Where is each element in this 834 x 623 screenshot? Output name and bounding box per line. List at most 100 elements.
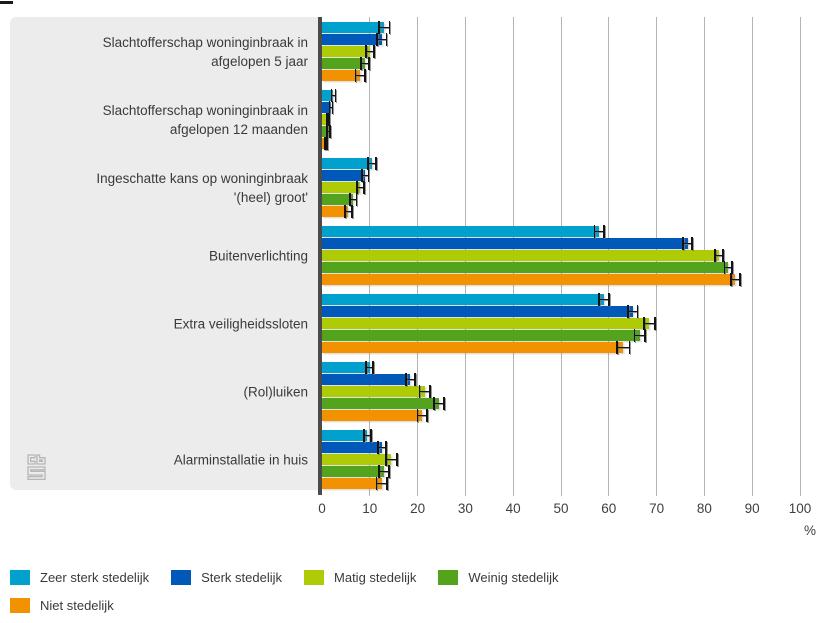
bar: [322, 170, 366, 181]
error-bar-cap-right: [395, 453, 398, 466]
error-bar: [354, 69, 366, 82]
bar: [322, 342, 624, 353]
error-bar-line: [375, 482, 388, 485]
bar: [322, 194, 354, 205]
error-bar-cap-right: [429, 385, 431, 398]
x-tick-label-40: 40: [505, 501, 521, 516]
error-bar-cap-right: [608, 293, 611, 306]
bar: [322, 330, 640, 341]
bar: [322, 158, 373, 169]
bar: [322, 318, 650, 329]
error-bar: [363, 429, 372, 442]
bar: [322, 274, 736, 285]
legend-row: Niet stedelijk: [10, 598, 824, 613]
legend-label: Niet stedelijk: [40, 598, 114, 613]
category-label: Slachtofferschap woninginbraak in afgelo…: [102, 34, 308, 69]
error-bar-line: [343, 210, 353, 213]
bar: [322, 206, 349, 217]
error-bar: [643, 317, 656, 330]
error-bar: [326, 125, 332, 138]
error-bar-cap-right: [355, 193, 358, 206]
x-tick-label-20: 20: [410, 501, 426, 516]
error-bar-line: [713, 254, 724, 257]
error-bar: [682, 237, 693, 250]
error-bar-cap-right: [691, 237, 693, 250]
bar: [322, 70, 361, 81]
error-bar: [713, 249, 724, 262]
legend-item: Zeer sterk stedelijk: [10, 570, 149, 585]
error-bar-cap-right: [636, 305, 639, 318]
bar: [322, 238, 688, 249]
error-bar: [324, 137, 329, 150]
error-bar-cap-right: [628, 341, 631, 354]
error-bar-cap-right: [329, 125, 332, 138]
bar: [322, 478, 382, 489]
error-bar-line: [377, 26, 391, 29]
error-bar: [597, 293, 611, 306]
category-label: (Rol)luiken: [243, 384, 308, 399]
error-bar-cap-right: [603, 225, 605, 238]
legend-row: Zeer sterk stedelijk Sterk stedelijk Matig…: [10, 570, 824, 585]
bar: [322, 442, 382, 453]
x-tick-label-60: 60: [601, 501, 617, 516]
error-bar-line: [433, 402, 445, 405]
bar: [322, 430, 368, 441]
error-bar-line: [354, 74, 366, 77]
legend-swatch: [10, 598, 30, 613]
bar: [322, 102, 332, 113]
x-tick-label-10: 10: [362, 501, 378, 516]
legend-item: Matig stedelijk: [304, 570, 416, 585]
bar: [322, 90, 334, 101]
bar: [322, 386, 425, 397]
error-bar-cap-right: [413, 373, 416, 386]
legend-label: Zeer sterk stedelijk: [40, 570, 150, 585]
error-bar: [325, 113, 330, 126]
error-bar-cap-right: [738, 273, 741, 286]
bar: [322, 182, 361, 193]
legend-swatch: [10, 570, 30, 585]
legend-swatch: [438, 570, 459, 585]
error-bar: [343, 205, 353, 218]
legend-item: Weinig stedelijk: [438, 570, 558, 585]
x-axis-unit-label: %: [803, 523, 816, 538]
legend-swatch: [171, 570, 192, 585]
error-bar-cap-right: [653, 317, 656, 330]
error-bar: [365, 45, 375, 58]
error-bar-line: [682, 242, 693, 245]
error-bar-line: [324, 142, 329, 145]
error-bar-cap-right: [388, 465, 390, 478]
error-bar-line: [418, 390, 431, 393]
error-bar-cap-right: [327, 113, 330, 126]
bar: [322, 466, 385, 477]
error-bar-cap-right: [372, 361, 375, 374]
error-bar-cap-right: [375, 157, 377, 170]
error-bar-line: [626, 310, 639, 313]
category-label: Buitenverlichting: [208, 248, 308, 263]
error-bar-cap-right: [350, 205, 353, 218]
bar: [322, 374, 411, 385]
category-label-panel: [10, 17, 318, 490]
x-tick-label-70: 70: [649, 501, 665, 516]
error-bar: [376, 33, 388, 46]
error-bar: [375, 477, 388, 490]
error-bar: [367, 157, 377, 170]
bar: [322, 262, 729, 273]
error-bar-line: [363, 434, 372, 437]
legend-item: Sterk stedelijk: [171, 570, 282, 585]
cbs-logo-icon: [27, 454, 46, 481]
error-bar: [376, 441, 387, 454]
error-bar-line: [376, 446, 387, 449]
bar: [322, 306, 633, 317]
legend: Zeer sterk stedelijk Sterk stedelijk Matig…: [10, 570, 824, 623]
error-bar: [365, 361, 375, 374]
bar: [322, 454, 392, 465]
error-bar-cap-right: [331, 101, 334, 114]
error-bar: [416, 409, 429, 422]
legend-label: Weinig stedelijk: [468, 570, 559, 585]
y-axis-line: [318, 17, 322, 495]
legend-swatch: [304, 570, 325, 585]
error-bar-line: [416, 414, 429, 417]
bar: [322, 138, 327, 149]
top-accent-dash: [0, 1, 13, 4]
